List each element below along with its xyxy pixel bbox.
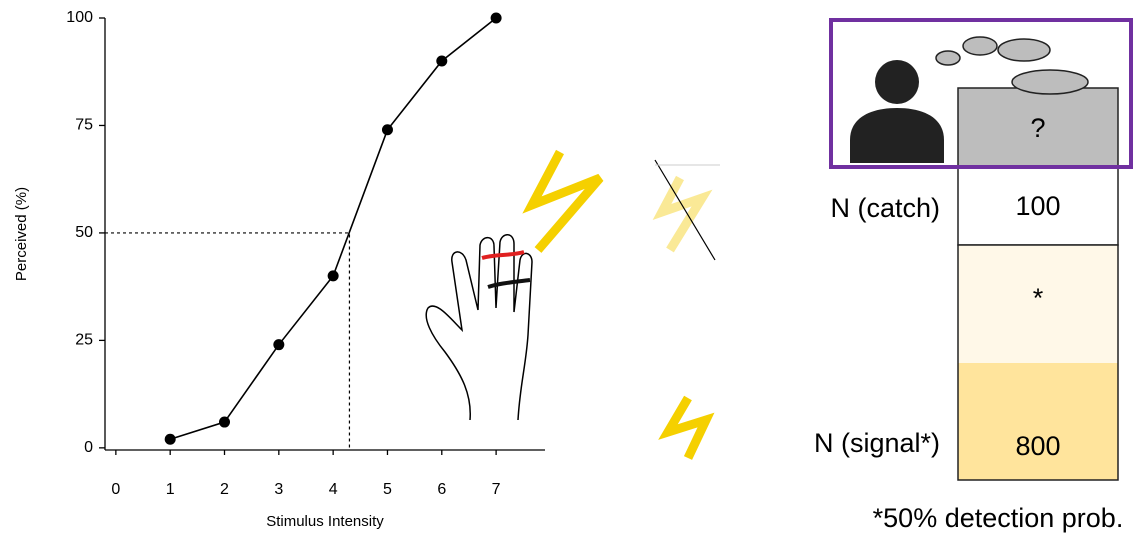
x-tick-label: 2 bbox=[220, 481, 229, 498]
data-point bbox=[436, 55, 447, 66]
y-tick-label: 100 bbox=[66, 9, 93, 26]
footnote: *50% detection prob. bbox=[873, 503, 1124, 533]
data-point bbox=[165, 434, 176, 445]
catch-label: N (catch) bbox=[830, 193, 940, 223]
x-tick-label: 4 bbox=[329, 481, 338, 498]
hand-icon bbox=[426, 235, 532, 420]
y-tick-label: 75 bbox=[75, 117, 93, 134]
person-body bbox=[850, 108, 944, 163]
y-axis-title: Perceived (%) bbox=[13, 187, 30, 281]
person-head bbox=[875, 60, 919, 104]
question-mark: ? bbox=[1030, 113, 1045, 143]
x-tick-label: 6 bbox=[437, 481, 446, 498]
red-ring bbox=[482, 252, 524, 258]
data-line bbox=[170, 18, 496, 439]
data-point bbox=[273, 339, 284, 350]
x-tick-label: 0 bbox=[111, 481, 120, 498]
data-point bbox=[382, 124, 393, 135]
signal-label: N (signal*) bbox=[814, 428, 940, 458]
x-tick-label: 7 bbox=[492, 481, 501, 498]
lightning-bolt bbox=[532, 152, 600, 250]
signal-count: 800 bbox=[1015, 431, 1060, 461]
signal-box bbox=[958, 363, 1118, 480]
y-tick-label: 50 bbox=[75, 224, 93, 241]
x-tick-label: 3 bbox=[274, 481, 283, 498]
x-tick-label: 5 bbox=[383, 481, 392, 498]
data-point bbox=[328, 270, 339, 281]
data-point bbox=[219, 417, 230, 428]
x-axis-title: Stimulus Intensity bbox=[266, 513, 384, 530]
x-tick-label: 1 bbox=[166, 481, 175, 498]
catch-count: 100 bbox=[1015, 191, 1060, 221]
lightning-bolt bbox=[668, 398, 706, 458]
figure: Stimulus Intensity Perceived (%) ? N (ca… bbox=[0, 0, 1134, 549]
y-tick-label: 0 bbox=[84, 439, 93, 456]
mid-label: * bbox=[1033, 283, 1044, 313]
lightning-bolt-faded bbox=[662, 178, 702, 250]
data-point bbox=[491, 13, 502, 24]
thought-bubbles bbox=[936, 37, 1088, 94]
black-ring bbox=[488, 280, 530, 287]
y-tick-label: 25 bbox=[75, 332, 93, 349]
